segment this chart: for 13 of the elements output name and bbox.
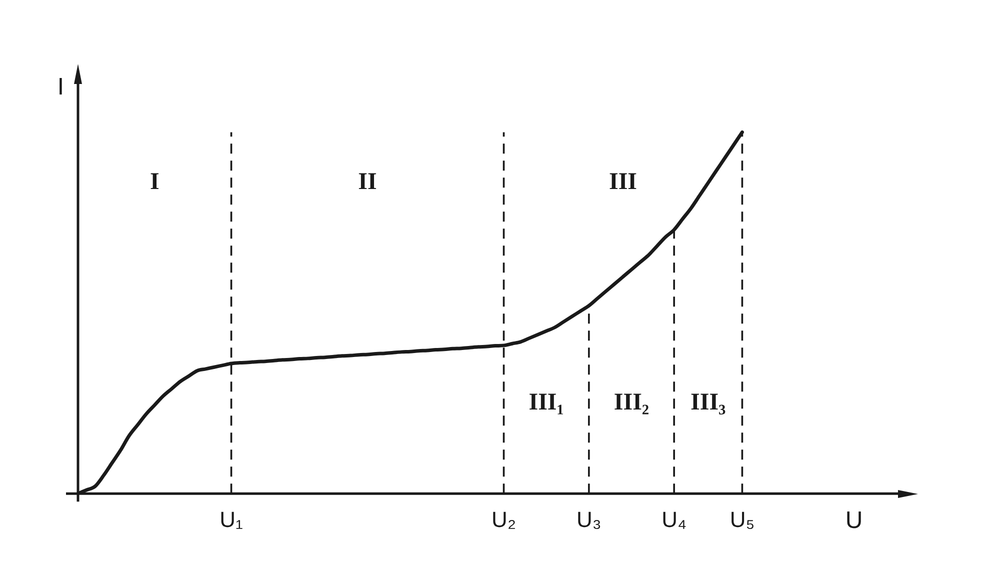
annotation: III₁ [528,389,564,416]
x-axis-title: U [845,507,863,534]
annotation: II [358,169,377,196]
x-tick-label: U₃ [576,506,602,532]
x-tick-label: U₅ [730,506,755,532]
x-tick-label: U₂ [492,506,516,532]
annotation: III₂ [614,389,650,416]
x-tick-label: U₄ [662,506,687,532]
annotation: III [608,169,638,196]
annotation: III₃ [690,389,726,416]
text: I [57,74,64,101]
y-axis-title: I [150,169,160,196]
x-tick-label: U₁ [220,506,243,532]
